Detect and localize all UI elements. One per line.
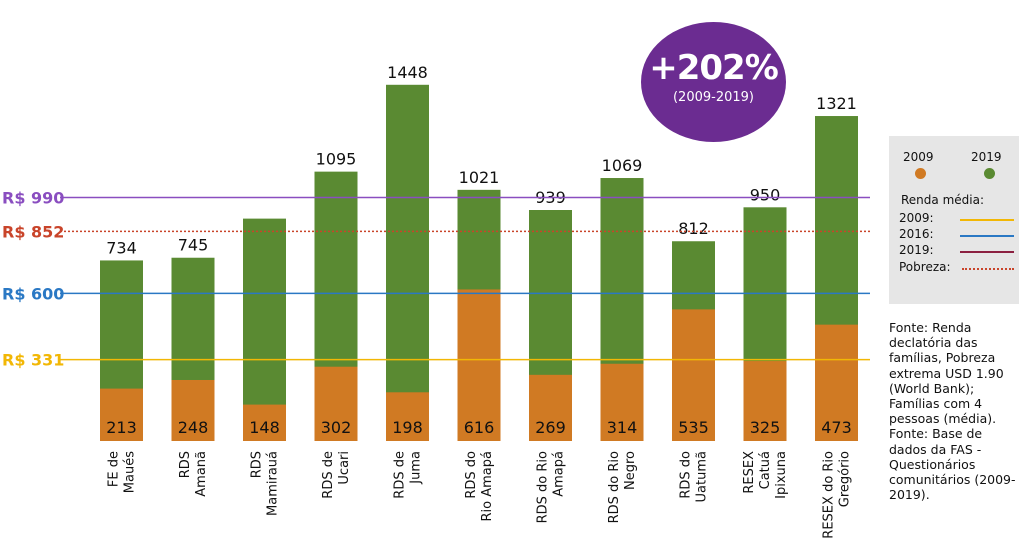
bar-2009-9: [743, 361, 787, 441]
category-label-3: RDS deUcari: [321, 451, 352, 499]
legend-year-2019: 2019: [971, 150, 1002, 164]
value-label-2019-0: 734: [106, 238, 137, 257]
value-label-2009-10: 473: [821, 418, 852, 437]
legend-box: 2009 2019 Renda média: 2009: 2016: 2019:…: [889, 136, 1019, 304]
value-label-2009-4: 198: [392, 418, 423, 437]
category-label-1: RDSAmanã: [178, 451, 209, 497]
bar-2009-2: [243, 404, 286, 441]
legend-row-label-2019: 2019:: [899, 243, 934, 257]
value-label-2019-1: 745: [178, 236, 209, 255]
value-label-2019-5: 1021: [459, 168, 500, 187]
source-note: Fonte: Renda declatória das famílias, Po…: [889, 320, 1016, 503]
growth-period: (2009-2019): [672, 90, 754, 105]
value-label-2009-9: 325: [750, 418, 781, 437]
value-label-2009-7: 314: [607, 418, 638, 437]
legend-2019-swatch: [984, 168, 995, 179]
legend-row-label-2016: 2016:: [899, 227, 934, 241]
bar-2009-4: [386, 392, 429, 441]
legend-line-pobreza: [962, 268, 1014, 270]
category-label-8: RDS doUatumã: [679, 451, 710, 502]
value-label-2009-2: 148: [249, 418, 280, 437]
legend-2009-swatch: [915, 168, 926, 179]
growth-badge: +202% (2009-2019): [641, 22, 786, 142]
bar-2009-5: [457, 289, 501, 441]
bar-chart: 213 734 FE deMaués 248 745 RDSAmanã 148 RDSMami…: [2, 63, 870, 539]
reference-label-0: R$ 990: [2, 188, 64, 207]
reference-label-2: R$ 600: [2, 284, 64, 303]
legend-line-2009: [960, 219, 1014, 221]
reference-label-3: R$ 331: [2, 351, 64, 370]
value-label-2009-1: 248: [178, 418, 209, 437]
legend-line-2016: [960, 235, 1014, 237]
category-label-0: FE deMaués: [107, 451, 138, 493]
value-label-2009-5: 616: [464, 418, 495, 437]
value-label-2019-8: 812: [678, 219, 709, 238]
legend-line-2019: [960, 251, 1014, 253]
bar-2009-8: [672, 309, 715, 441]
reference-label-1: R$ 852: [2, 222, 64, 241]
bar-2009-6: [529, 374, 572, 441]
value-label-2019-3: 1095: [316, 150, 357, 169]
value-label-2009-0: 213: [106, 418, 137, 437]
bar-2009-7: [600, 363, 644, 441]
bar-2009-3: [314, 366, 358, 441]
value-label-2019-10: 1321: [816, 94, 857, 113]
bar-2009-1: [171, 379, 215, 441]
value-label-2009-6: 269: [535, 418, 566, 437]
category-label-6: RDS do RioAmapá: [536, 451, 567, 523]
value-label-2019-7: 1069: [602, 156, 643, 175]
category-label-5: RDS doRio Amapá: [464, 451, 495, 522]
bar-2009-0: [100, 388, 143, 441]
legend-title: Renda média:: [901, 193, 984, 207]
bar-2009-10: [815, 324, 858, 441]
legend-year-2009: 2009: [903, 150, 934, 164]
value-label-2019-9: 950: [750, 185, 781, 204]
value-label-2009-3: 302: [321, 418, 352, 437]
value-label-2009-8: 535: [678, 418, 709, 437]
bar-2019-2: [243, 218, 286, 441]
category-label-4: RDS deJuma: [393, 451, 424, 499]
category-label-9: RESEXCatuáIpixuna: [742, 451, 789, 499]
bar-2019-4: [386, 84, 429, 442]
value-label-2019-4: 1448: [387, 63, 428, 82]
category-label-7: RDS do RioNegro: [607, 451, 638, 523]
category-label-10: RESEX do RioGregório: [822, 451, 853, 539]
category-label-2: RDSMamirauá: [250, 451, 281, 516]
legend-row-label-pobreza: Pobreza:: [899, 260, 951, 274]
growth-percentage: +202%: [649, 48, 779, 88]
legend-row-label-2009: 2009:: [899, 211, 934, 225]
